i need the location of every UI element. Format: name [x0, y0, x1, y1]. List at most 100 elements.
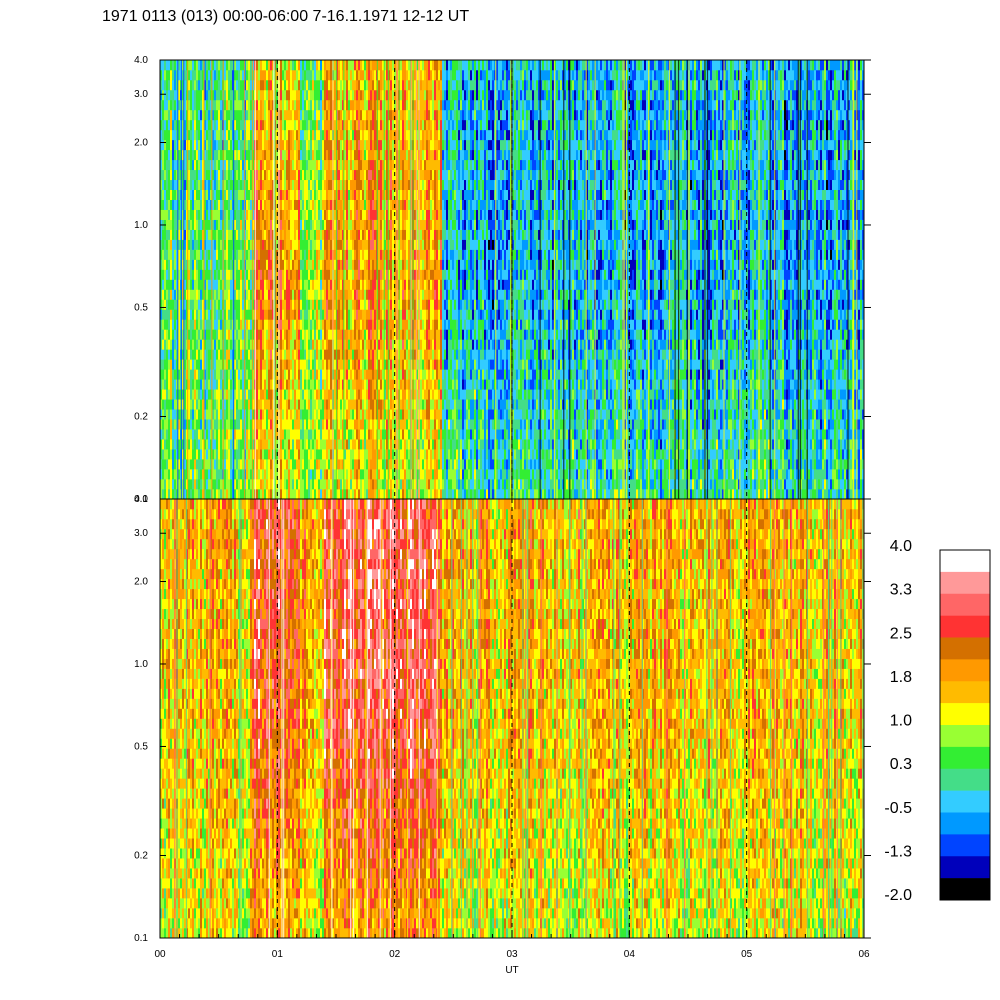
heatmap-cell: [286, 110, 288, 120]
heatmap-cell: [224, 260, 226, 270]
heatmap-cell: [264, 409, 266, 419]
heatmap-cell: [258, 409, 260, 419]
heatmap-cell: [338, 319, 340, 329]
heatmap-cell: [234, 90, 236, 100]
heatmap-cell: [230, 329, 232, 339]
heatmap-cell: [360, 379, 362, 389]
heatmap-cell: [324, 130, 326, 140]
heatmap-cell: [356, 359, 358, 369]
heatmap-cell: [286, 489, 288, 499]
heatmap-cell: [208, 329, 210, 339]
heatmap-cell: [286, 469, 288, 479]
heatmap-cell: [234, 70, 236, 80]
heatmap-cell: [248, 200, 250, 210]
heatmap-cell: [318, 280, 320, 290]
heatmap-cell: [262, 220, 264, 230]
heatmap-cell: [318, 260, 320, 270]
heatmap-cell: [224, 280, 226, 290]
heatmap-cell: [306, 100, 308, 110]
heatmap-cell: [192, 230, 194, 240]
heatmap-cell: [168, 389, 170, 399]
heatmap-cell: [300, 60, 302, 70]
heatmap-cell: [214, 220, 216, 230]
heatmap-cell: [200, 160, 202, 170]
heatmap-cell: [226, 200, 228, 210]
heatmap-cell: [286, 230, 288, 240]
heatmap-cell: [270, 369, 272, 379]
heatmap-cell: [248, 170, 250, 180]
heatmap-cell: [170, 389, 172, 399]
heatmap-cell: [338, 70, 340, 80]
heatmap-cell: [312, 250, 314, 260]
heatmap-cell: [294, 359, 296, 369]
heatmap-cell: [318, 120, 320, 130]
heatmap-cell: [170, 489, 172, 499]
heatmap-cell: [350, 270, 352, 280]
heatmap-cell: [270, 449, 272, 459]
heatmap-cell: [192, 389, 194, 399]
heatmap-cell: [316, 220, 318, 230]
heatmap-cell: [256, 459, 258, 469]
heatmap-cell: [322, 220, 324, 230]
heatmap-cell: [370, 210, 372, 220]
heatmap-cell: [364, 280, 366, 290]
heatmap-cell: [226, 449, 228, 459]
heatmap-cell: [352, 60, 354, 70]
heatmap-cell: [174, 459, 176, 469]
heatmap-cell: [308, 200, 310, 210]
heatmap-cell: [236, 280, 238, 290]
heatmap-cell: [346, 349, 348, 359]
heatmap-cell: [282, 389, 284, 399]
heatmap-cell: [360, 200, 362, 210]
heatmap-cell: [226, 110, 228, 120]
heatmap-cell: [194, 469, 196, 479]
heatmap-cell: [290, 240, 292, 250]
heatmap-cell: [354, 70, 356, 80]
heatmap-cell: [316, 389, 318, 399]
heatmap-cell: [322, 150, 324, 160]
heatmap-cell: [230, 210, 232, 220]
heatmap-cell: [264, 309, 266, 319]
heatmap-cell: [380, 200, 382, 210]
heatmap-cell: [224, 319, 226, 329]
heatmap-cell: [188, 319, 190, 329]
heatmap-cell: [200, 419, 202, 429]
heatmap-cell: [338, 60, 340, 70]
heatmap-cell: [208, 80, 210, 90]
heatmap-cell: [318, 240, 320, 250]
heatmap-cell: [314, 110, 316, 120]
heatmap-cell: [206, 429, 208, 439]
heatmap-cell: [338, 180, 340, 190]
heatmap-cell: [196, 160, 198, 170]
heatmap-cell: [350, 399, 352, 409]
heatmap-cell: [326, 80, 328, 90]
heatmap-cell: [338, 190, 340, 200]
heatmap-cell: [350, 200, 352, 210]
heatmap-cell: [164, 439, 166, 449]
heatmap-cell: [356, 349, 358, 359]
heatmap-cell: [168, 369, 170, 379]
heatmap-cell: [234, 339, 236, 349]
heatmap-cell: [352, 160, 354, 170]
heatmap-cell: [256, 280, 258, 290]
heatmap-cell: [306, 439, 308, 449]
heatmap-cell: [310, 170, 312, 180]
heatmap-cell: [370, 120, 372, 130]
heatmap-cell: [248, 230, 250, 240]
heatmap-cell: [322, 419, 324, 429]
heatmap-cell: [326, 260, 328, 270]
heatmap-cell: [328, 160, 330, 170]
heatmap-cell: [200, 270, 202, 280]
heatmap-cell: [316, 309, 318, 319]
heatmap-cell: [174, 419, 176, 429]
heatmap-cell: [256, 220, 258, 230]
heatmap-cell: [242, 359, 244, 369]
heatmap-cell: [368, 130, 370, 140]
heatmap-cell: [350, 80, 352, 90]
heatmap-cell: [260, 250, 262, 260]
heatmap-cell: [162, 289, 164, 299]
heatmap-cell: [312, 319, 314, 329]
heatmap-cell: [268, 439, 270, 449]
heatmap-cell: [378, 399, 380, 409]
heatmap-cell: [226, 160, 228, 170]
